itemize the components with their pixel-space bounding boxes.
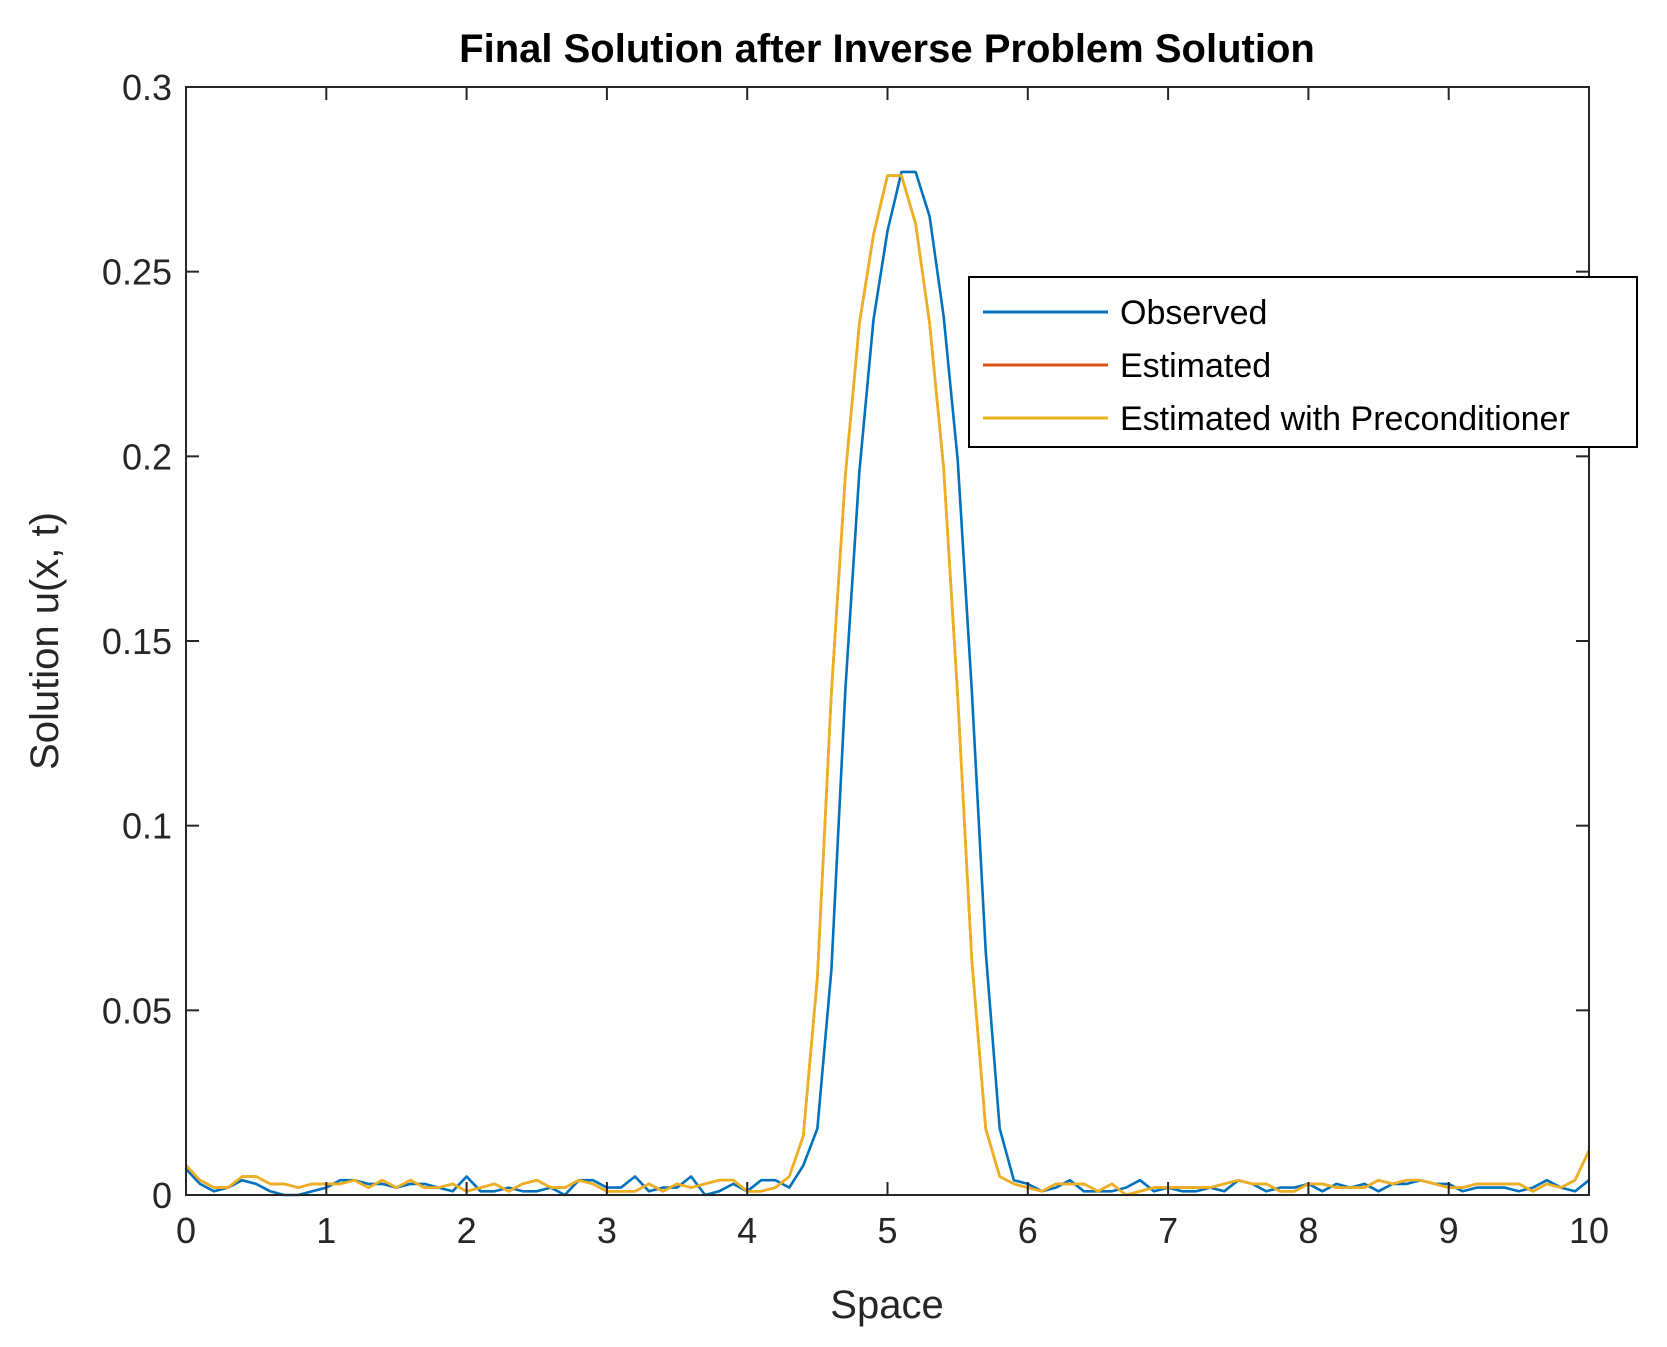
y-axis-label: Solution u(x, t) — [23, 512, 67, 770]
x-tick-label: 10 — [1569, 1210, 1609, 1251]
legend-label-1: Observed — [1120, 294, 1267, 332]
chart-title: Final Solution after Inverse Problem Sol… — [459, 27, 1315, 71]
series-line-3 — [185, 174, 1591, 1197]
x-tick-label: 3 — [597, 1210, 617, 1251]
x-tick-label: 2 — [457, 1210, 477, 1251]
x-tick-label: 4 — [737, 1210, 757, 1251]
y-tick-label: 0.15 — [102, 621, 172, 662]
y-tick-label: 0.3 — [122, 67, 172, 108]
y-tick-label: 0.2 — [122, 436, 172, 477]
x-axis-label: Space — [830, 1283, 943, 1327]
x-tick-label: 8 — [1298, 1210, 1318, 1251]
x-tick-label: 1 — [316, 1210, 336, 1251]
x-tick-label: 9 — [1439, 1210, 1459, 1251]
x-tick-label: 5 — [877, 1210, 897, 1251]
y-tick-label: 0.25 — [102, 252, 172, 293]
y-tick-label: 0.1 — [122, 806, 172, 847]
legend-label-2: Estimated — [1120, 347, 1271, 385]
x-tick-label: 6 — [1018, 1210, 1038, 1251]
y-tick-label: 0.05 — [102, 990, 172, 1031]
x-tick-label: 7 — [1158, 1210, 1178, 1251]
series-layer — [185, 170, 1591, 1197]
tick-layer: 0 1 2 3 4 5 6 7 8 9 10 0 0.05 0.1 0.15 0.2 0.25 0.3 — [102, 67, 1609, 1251]
legend-label-3: Estimated with Preconditioner — [1120, 400, 1570, 438]
x-tick-label: 0 — [176, 1210, 196, 1251]
legend: Observed Estimated Estimated with Precondi… — [968, 276, 1638, 448]
y-tick-label: 0 — [152, 1175, 172, 1216]
